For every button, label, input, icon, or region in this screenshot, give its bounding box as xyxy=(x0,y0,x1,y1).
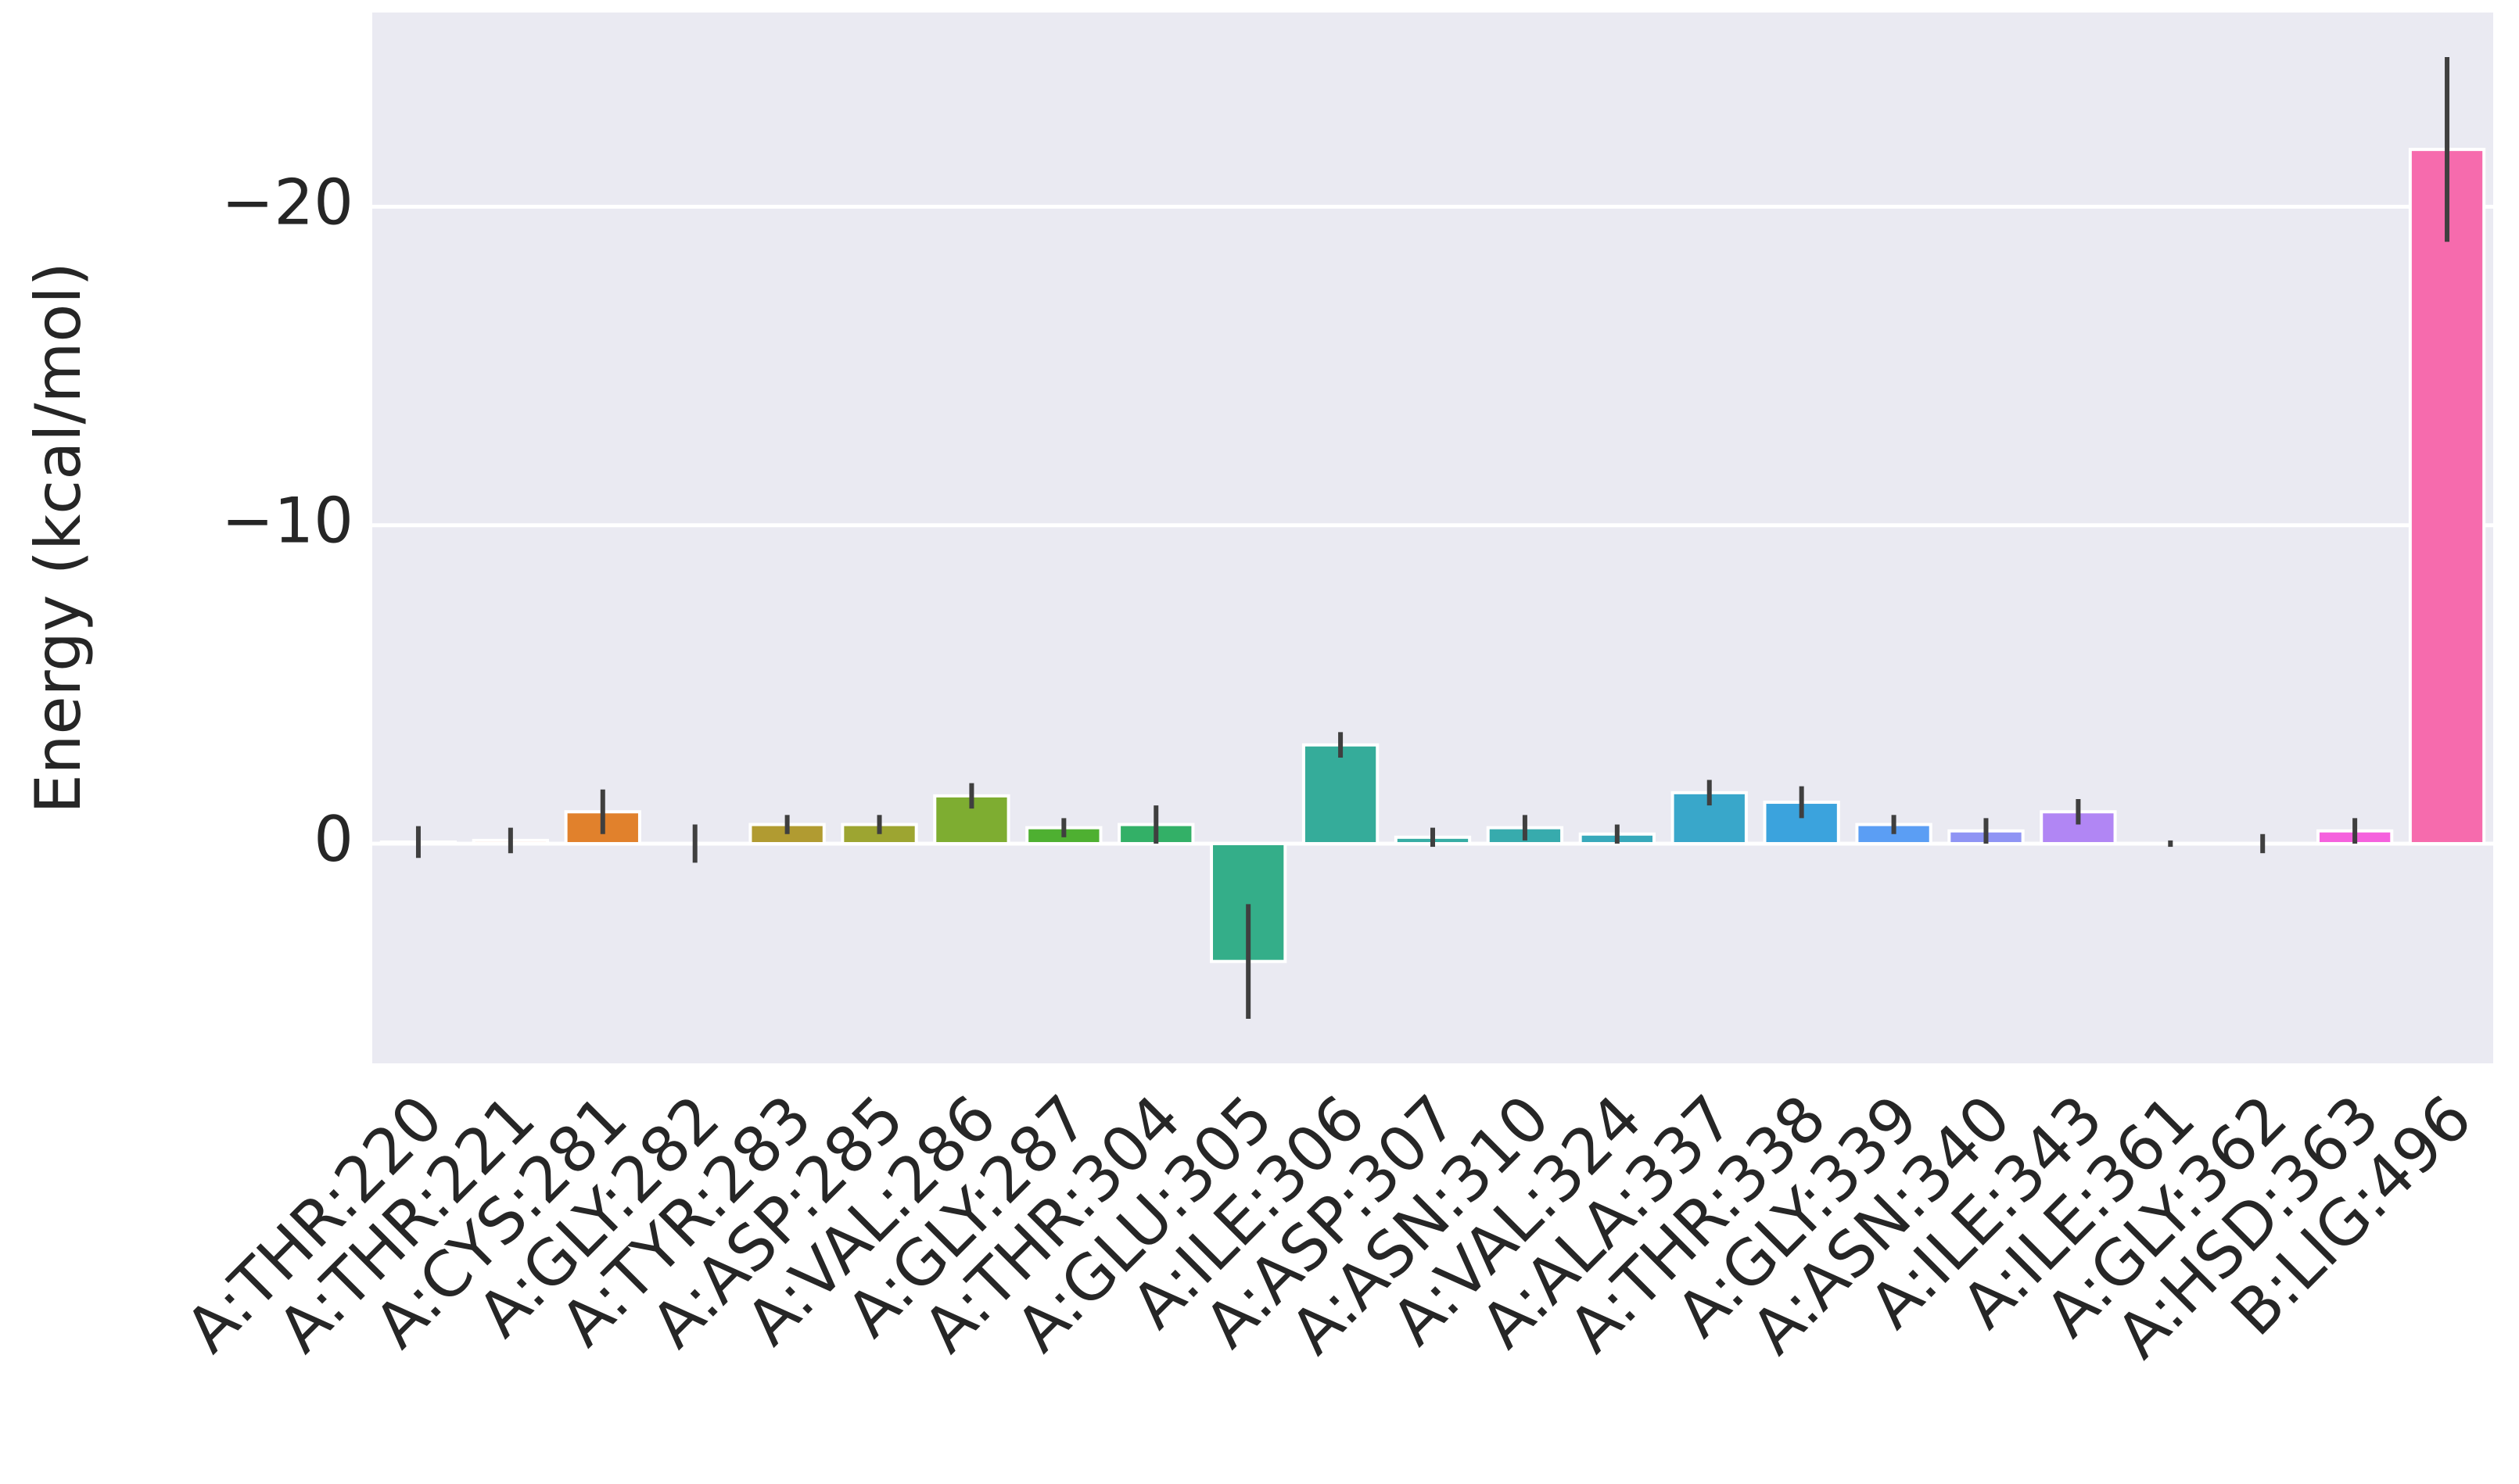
y-tick-label: −10 xyxy=(221,485,353,557)
y-axis-label: Energy (kcal/mol) xyxy=(22,262,95,814)
y-tick-label: −20 xyxy=(221,166,353,238)
bar xyxy=(2408,148,2486,845)
y-tick-label: 0 xyxy=(314,803,353,876)
bar xyxy=(1301,743,1380,845)
plot-area xyxy=(372,13,2493,1063)
